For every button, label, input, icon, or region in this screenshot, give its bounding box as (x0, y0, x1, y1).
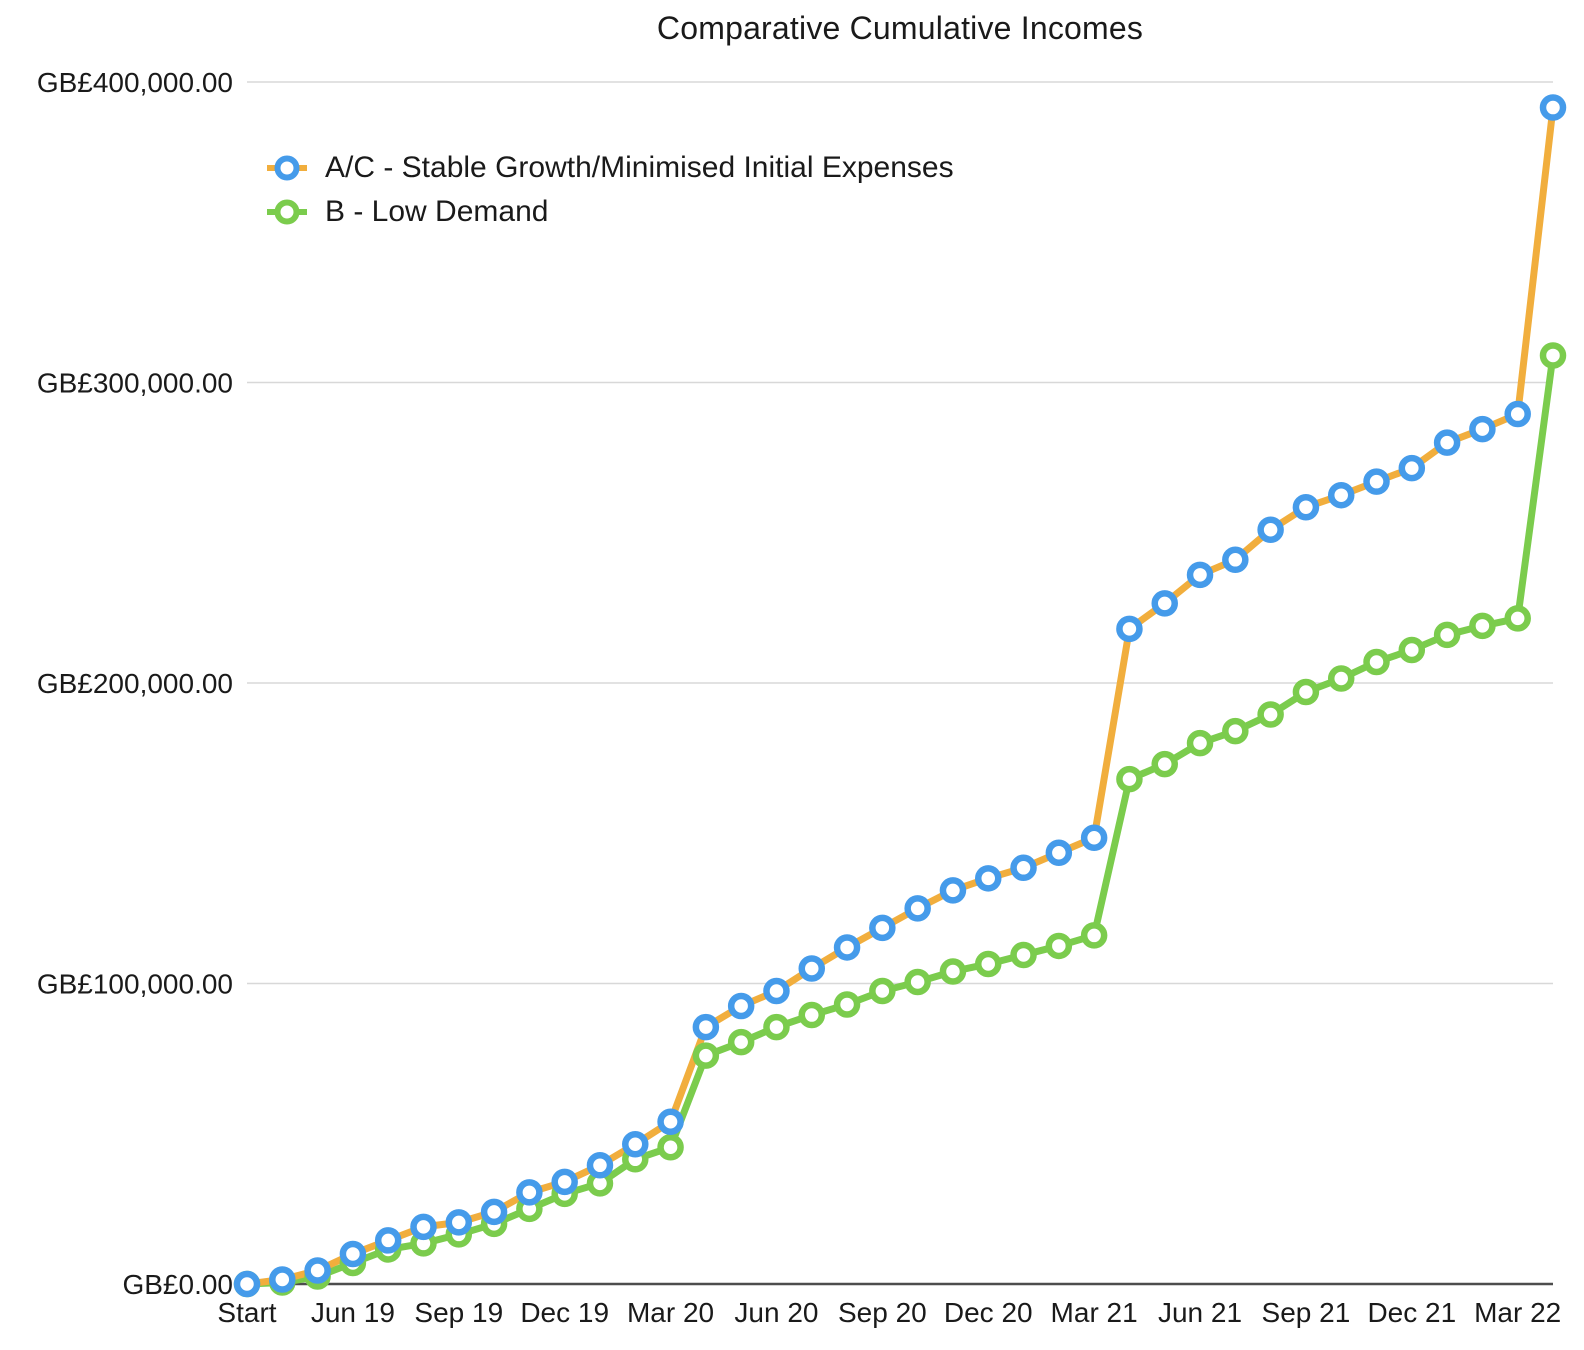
series-b-point (1433, 621, 1461, 649)
y-tick-label: GB£300,000.00 (37, 368, 233, 399)
series-b-line (243, 351, 1557, 1288)
series-b-point (939, 958, 967, 985)
series-b-point (869, 977, 896, 1005)
x-tick-label: Dec 19 (520, 1297, 609, 1328)
series-b-point (798, 1001, 826, 1029)
series-a-point (974, 865, 1002, 892)
y-tick-label: GB£200,000.00 (37, 668, 233, 699)
series-a-point (904, 895, 931, 922)
x-tick-label: Jun 19 (311, 1297, 395, 1328)
series-b-point (1010, 941, 1037, 969)
series-a-point (798, 955, 826, 982)
series-a-point (1469, 415, 1496, 443)
series-a-point (410, 1213, 437, 1241)
series-a-point (233, 1270, 261, 1298)
series-b-point (657, 1134, 684, 1161)
series-b-point (763, 1013, 790, 1041)
series-b-point (692, 1042, 720, 1069)
series-a-point (1010, 854, 1037, 882)
series-b-point (833, 991, 861, 1018)
series-a-point (1363, 468, 1390, 495)
series-a-point (692, 1013, 720, 1041)
series-b-point (1116, 765, 1143, 793)
series-b-legend-marker-icon (267, 199, 307, 225)
series-a-point (551, 1168, 578, 1196)
series-a-point (1257, 516, 1284, 543)
series-a-point (939, 877, 967, 904)
series-a-legend-marker-icon (267, 155, 307, 181)
x-tick-label: Mar 20 (627, 1297, 714, 1328)
series-a-point (374, 1227, 402, 1254)
series-b-point (1292, 678, 1320, 706)
legend-item-series-b: B - Low Demand (264, 190, 954, 234)
series-b-point (1539, 342, 1567, 369)
series-b-point (904, 968, 931, 996)
series-a-point (727, 992, 755, 1020)
series-b-point (1080, 922, 1108, 949)
series-a-point (1398, 454, 1426, 482)
series-a-point (763, 977, 790, 1005)
y-tick-label: GB£400,000.00 (37, 67, 233, 98)
chart-legend: A/C - Stable Growth/Minimised Initial Ex… (264, 146, 954, 234)
series-b-point (727, 1028, 755, 1056)
x-tick-label: Mar 21 (1051, 1297, 1138, 1328)
series-a-point (1151, 590, 1178, 617)
series-b-point (1363, 648, 1390, 676)
series-a-point (1222, 546, 1249, 574)
series-a-point (1504, 400, 1531, 428)
series-a-point (1539, 94, 1567, 121)
series-a-point (339, 1240, 367, 1268)
series-a-point (1433, 429, 1461, 456)
x-tick-label: Start (217, 1297, 276, 1328)
series-a-point (586, 1152, 614, 1179)
series-a-point (1080, 824, 1108, 852)
x-tick-label: Sep 20 (838, 1297, 927, 1328)
x-tick-label: Jun 21 (1158, 1297, 1242, 1328)
series-a-point (1116, 615, 1143, 643)
series-b-point (974, 950, 1002, 978)
series-b-point (1398, 636, 1426, 664)
legend-item-series-a: A/C - Stable Growth/Minimised Initial Ex… (264, 146, 954, 190)
legend-label-series-b: B - Low Demand (325, 195, 549, 228)
series-a-point (833, 934, 861, 961)
x-tick-label: Dec 21 (1367, 1297, 1456, 1328)
series-b-point (1222, 717, 1249, 745)
y-tick-label: GB£100,000.00 (37, 969, 233, 1000)
series-a-point (304, 1257, 331, 1284)
series-a-point (480, 1198, 508, 1226)
y-tick-label: GB£0.00 (122, 1269, 233, 1300)
series-a-point (1327, 481, 1355, 509)
series-a-point (1186, 561, 1214, 589)
series-a-point (622, 1131, 649, 1158)
legend-label-series-a: A/C - Stable Growth/Minimised Initial Ex… (325, 151, 954, 184)
x-tick-label: Mar 22 (1474, 1297, 1561, 1328)
series-b-point (1045, 932, 1073, 960)
chart-title: Comparative Cumulative Incomes (656, 10, 1144, 46)
series-a-point (1045, 839, 1073, 867)
series-a-line (243, 104, 1557, 1288)
x-tick-label: Sep 19 (414, 1297, 503, 1328)
series-a-point (657, 1108, 684, 1135)
x-tick-label: Sep 21 (1262, 1297, 1351, 1328)
series-a-point (516, 1179, 543, 1206)
series-b-point (1504, 605, 1531, 632)
series-b-point (1186, 729, 1214, 757)
series-a-point (269, 1266, 296, 1293)
series-b-point (1151, 750, 1178, 778)
series-b-point (1469, 612, 1496, 640)
x-tick-label: Jun 20 (734, 1297, 818, 1328)
series-b-point (1327, 665, 1355, 692)
series-a-point (869, 914, 896, 942)
x-tick-label: Dec 20 (944, 1297, 1033, 1328)
series-b-point (1257, 701, 1284, 728)
series-a-point (1292, 493, 1320, 521)
series-a-point (445, 1209, 473, 1236)
